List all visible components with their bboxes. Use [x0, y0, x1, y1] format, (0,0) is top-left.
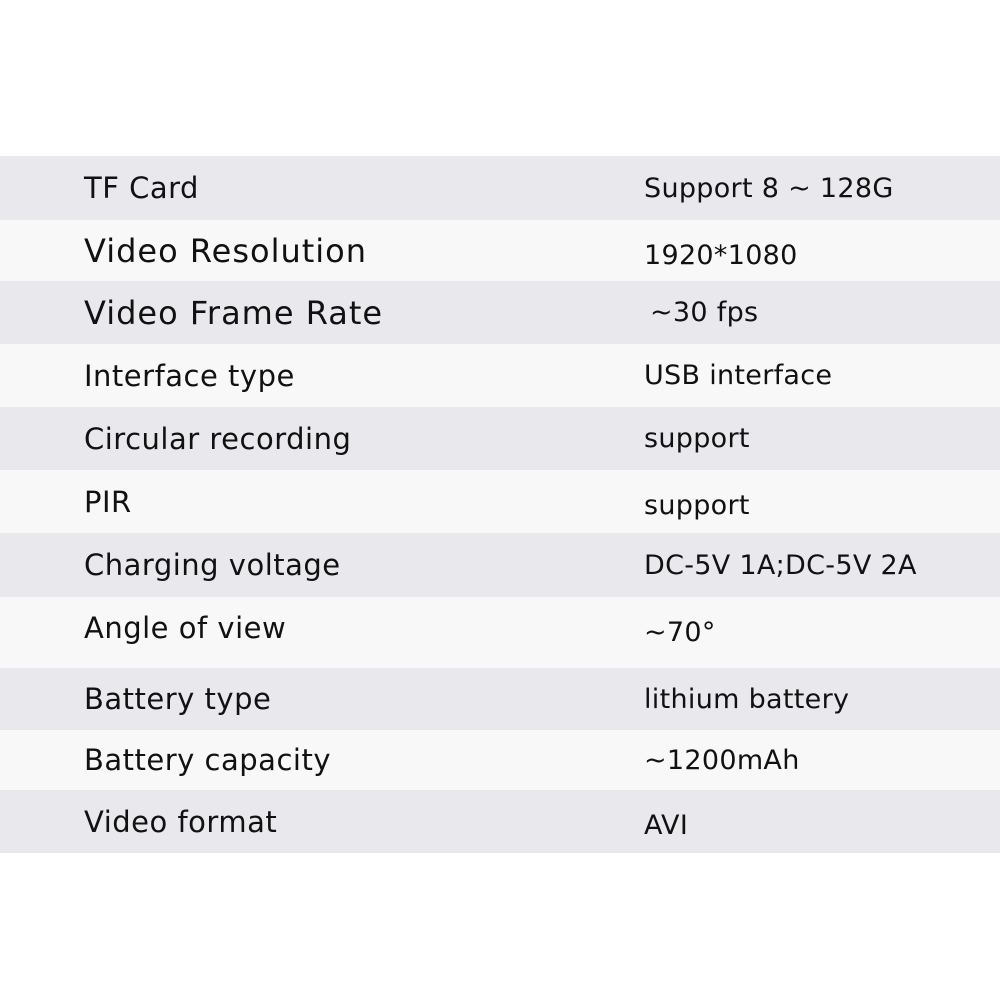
spec-label: Circular recording	[84, 421, 352, 456]
spec-value: USB interface	[644, 360, 833, 391]
spec-row-pir: PIR support	[0, 470, 1000, 533]
spec-value: ~70°	[644, 617, 716, 648]
spec-label: Interface type	[84, 358, 295, 393]
spec-label: TF Card	[84, 171, 199, 205]
spec-row-battery-capacity: Battery capacity ~1200mAh	[0, 730, 1000, 790]
spec-label: Battery type	[84, 682, 272, 716]
spec-row-charging-voltage: Charging voltage DC-5V 1A;DC-5V 2A	[0, 533, 1000, 597]
spec-row-video-frame-rate: Video Frame Rate ~30 fps	[0, 281, 1000, 344]
spec-value: 1920*1080	[644, 240, 798, 271]
spec-value: DC-5V 1A;DC-5V 2A	[644, 549, 917, 581]
spec-row-battery-type: Battery type lithium battery	[0, 668, 1000, 730]
spec-value: lithium battery	[644, 684, 850, 715]
spec-label: Video Resolution	[84, 231, 368, 270]
spec-label: Angle of view	[84, 611, 287, 645]
spec-row-tf-card: TF Card Support 8 ~ 128G	[0, 156, 1000, 220]
spec-label: Battery capacity	[84, 743, 331, 777]
spec-value: support	[644, 423, 750, 454]
spec-row-video-format: Video format AVI	[0, 790, 1000, 853]
spec-value: ~1200mAh	[644, 744, 800, 776]
spec-table: TF Card Support 8 ~ 128G Video Resolutio…	[0, 156, 1000, 853]
spec-value: support	[644, 490, 750, 521]
spec-label: Video format	[84, 804, 278, 839]
spec-label: PIR	[84, 484, 132, 519]
spec-value: AVI	[644, 810, 689, 841]
spec-value: Support 8 ~ 128G	[644, 172, 894, 204]
spec-row-circular-recording: Circular recording support	[0, 407, 1000, 470]
spec-value: ~30 fps	[650, 297, 759, 328]
spec-label: Video Frame Rate	[84, 293, 384, 332]
spec-row-angle-of-view: Angle of view ~70°	[0, 597, 1000, 668]
spec-label: Charging voltage	[84, 548, 341, 582]
spec-row-interface-type: Interface type USB interface	[0, 344, 1000, 407]
spec-row-video-resolution: Video Resolution 1920*1080	[0, 220, 1000, 281]
